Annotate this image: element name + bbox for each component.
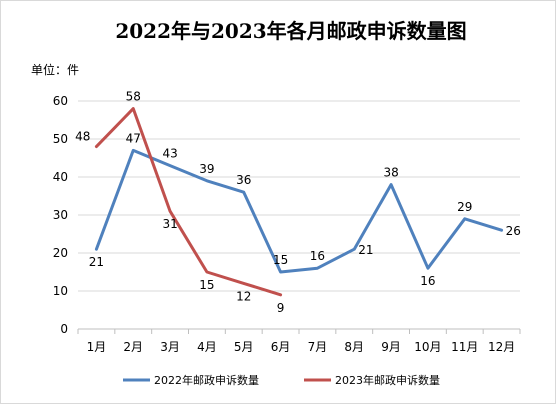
data-label: 38 — [383, 166, 398, 180]
x-tick-label: 9月 — [381, 340, 401, 354]
data-label: 16 — [310, 249, 325, 263]
x-tick-label: 11月 — [451, 340, 478, 354]
x-tick-label: 6月 — [271, 340, 291, 354]
data-label: 12 — [236, 289, 251, 303]
x-tick-label: 2月 — [123, 340, 143, 354]
x-tick-label: 12月 — [488, 340, 515, 354]
y-tick-label: 20 — [53, 246, 68, 260]
data-label: 15 — [199, 278, 214, 292]
data-label: 47 — [126, 131, 141, 145]
unit-label: 单位：件 — [31, 62, 79, 77]
data-label: 16 — [420, 274, 435, 288]
data-label: 31 — [162, 217, 177, 231]
x-tick-label: 7月 — [308, 340, 328, 354]
data-label: 15 — [273, 253, 288, 267]
y-tick-label: 30 — [53, 208, 68, 222]
x-axis-ticks: 1月 2月 3月 4月 5月 6月 7月 8月 9月 10月 11月 12月 — [77, 329, 521, 354]
legend: 2022年邮政申诉数量 2023年邮政申诉数量 — [123, 373, 440, 387]
x-tick-label: 8月 — [344, 340, 364, 354]
data-label: 43 — [162, 147, 177, 161]
chart-title: 2022年与2023年各月邮政申诉数量图 — [115, 19, 466, 43]
data-label: 21 — [358, 243, 373, 257]
data-labels: 21 47 43 39 36 15 16 21 38 16 29 26 48 58 31 15 12 9 — [75, 90, 521, 315]
y-axis-ticks: 0 10 20 30 40 50 60 — [53, 94, 68, 336]
data-label: 9 — [277, 301, 285, 315]
x-tick-label: 3月 — [160, 340, 180, 354]
legend-label: 2023年邮政申诉数量 — [335, 373, 440, 387]
data-label: 26 — [506, 224, 521, 238]
data-label: 39 — [199, 162, 214, 176]
data-label: 36 — [236, 173, 251, 187]
series-line-2 — [94, 107, 283, 297]
y-tick-label: 10 — [53, 284, 68, 298]
x-tick-label: 4月 — [197, 340, 217, 354]
x-tick-label: 10月 — [414, 340, 441, 354]
data-label: 48 — [75, 130, 90, 144]
x-tick-label: 1月 — [87, 340, 107, 354]
y-tick-label: 0 — [60, 322, 68, 336]
y-tick-label: 40 — [53, 170, 68, 184]
series-lines — [94, 107, 504, 297]
y-tick-label: 50 — [53, 132, 68, 146]
data-label: 58 — [126, 90, 141, 104]
legend-label: 2022年邮政申诉数量 — [154, 373, 259, 387]
series-line-1 — [94, 148, 504, 274]
x-tick-label: 5月 — [234, 340, 254, 354]
data-label: 29 — [457, 200, 472, 214]
gridlines — [78, 100, 520, 330]
y-tick-label: 60 — [53, 94, 68, 108]
data-label: 21 — [89, 255, 104, 269]
